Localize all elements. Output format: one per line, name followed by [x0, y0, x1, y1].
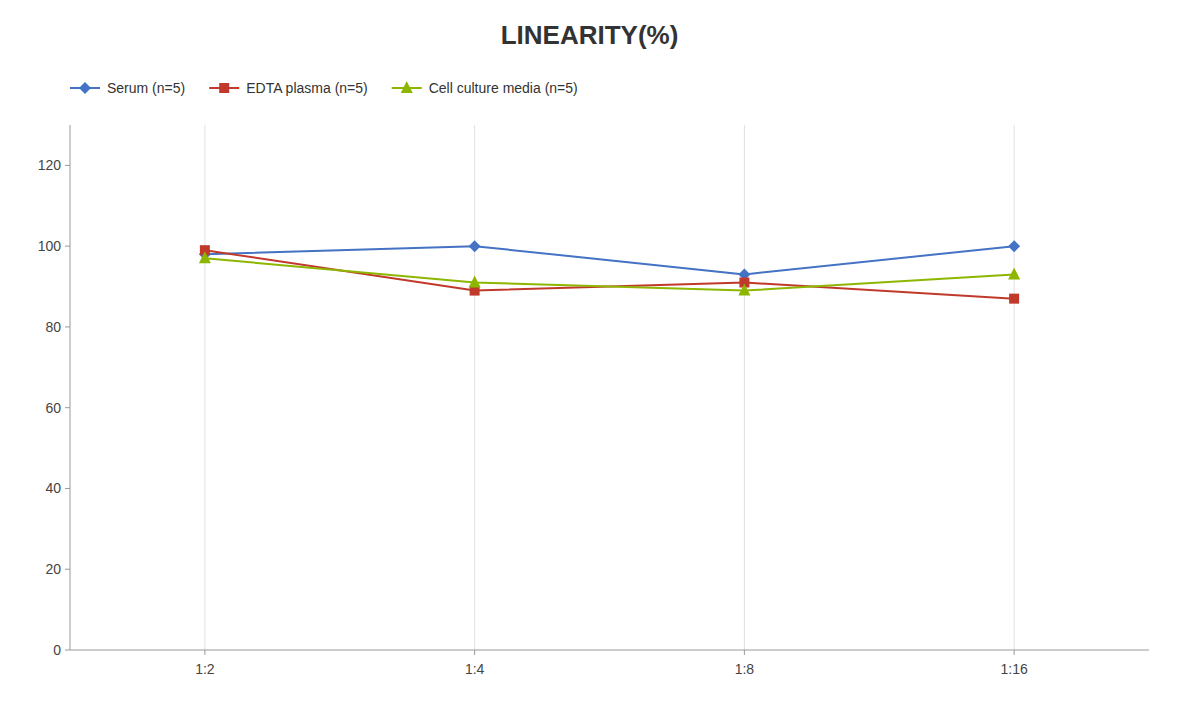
axes: 0 20 40 60 80 100 120 1:2 1:4 1:8 1:16	[38, 125, 1149, 677]
series	[200, 245, 1019, 303]
y-tick	[65, 488, 70, 489]
point-marker	[469, 276, 481, 288]
point-marker	[1008, 240, 1020, 252]
legend-item: Cell culture media (n=5)	[392, 80, 578, 96]
grid-line	[474, 125, 475, 650]
y-tick-label: 20	[45, 561, 61, 577]
y-tick	[65, 165, 70, 166]
x-tick	[744, 650, 745, 655]
y-tick	[65, 407, 70, 408]
y-tick-label: 60	[45, 400, 61, 416]
x-tick-label: 1:4	[465, 661, 485, 677]
legend: Serum (n=5) EDTA plasma (n=5) Cell culture…	[70, 80, 578, 96]
x-tick-label: 1:2	[195, 661, 215, 677]
legend-marker	[219, 83, 229, 93]
series-line	[205, 246, 1014, 274]
legend-item: EDTA plasma (n=5)	[209, 80, 368, 96]
x-tick	[204, 650, 205, 655]
legend-label: EDTA plasma (n=5)	[246, 80, 368, 96]
x-tick-label: 1:16	[1001, 661, 1028, 677]
y-tick-label: 40	[45, 480, 61, 496]
y-tick	[65, 246, 70, 247]
x-tick	[1014, 650, 1015, 655]
x-axis-line	[70, 650, 1149, 651]
point-marker	[738, 284, 750, 296]
grid-line	[744, 125, 745, 650]
legend-item: Serum (n=5)	[70, 80, 185, 96]
grid	[205, 125, 1014, 650]
series-line	[205, 258, 1014, 290]
y-axis-line	[70, 125, 71, 650]
point-marker	[469, 240, 481, 252]
y-tick	[65, 650, 70, 651]
legend-marker	[401, 81, 413, 93]
chart-title: LINEARITY(%)	[501, 20, 679, 50]
series-line	[205, 250, 1014, 298]
x-tick-label: 1:8	[735, 661, 755, 677]
chart-svg: LINEARITY(%) 0 20 40 60 80 100 120 1:2 1:4 1:8 1:16…	[0, 0, 1179, 705]
point-marker	[1009, 294, 1019, 304]
y-tick-label: 120	[38, 157, 62, 173]
legend-label: Serum (n=5)	[107, 80, 185, 96]
y-tick-label: 100	[38, 238, 62, 254]
y-tick-label: 80	[45, 319, 61, 335]
y-tick	[65, 326, 70, 327]
legend-marker	[79, 82, 91, 94]
grid-line	[204, 125, 205, 650]
grid-line	[1014, 125, 1015, 650]
y-tick-label: 0	[53, 642, 61, 658]
point-marker	[199, 251, 211, 263]
y-tick	[65, 569, 70, 570]
point-marker	[1008, 267, 1020, 279]
chart-container: LINEARITY(%) 0 20 40 60 80 100 120 1:2 1:4 1:8 1:16…	[0, 0, 1179, 705]
series	[199, 251, 1020, 295]
plot-area	[199, 240, 1020, 304]
legend-label: Cell culture media (n=5)	[429, 80, 578, 96]
series	[199, 240, 1020, 280]
x-tick	[474, 650, 475, 655]
